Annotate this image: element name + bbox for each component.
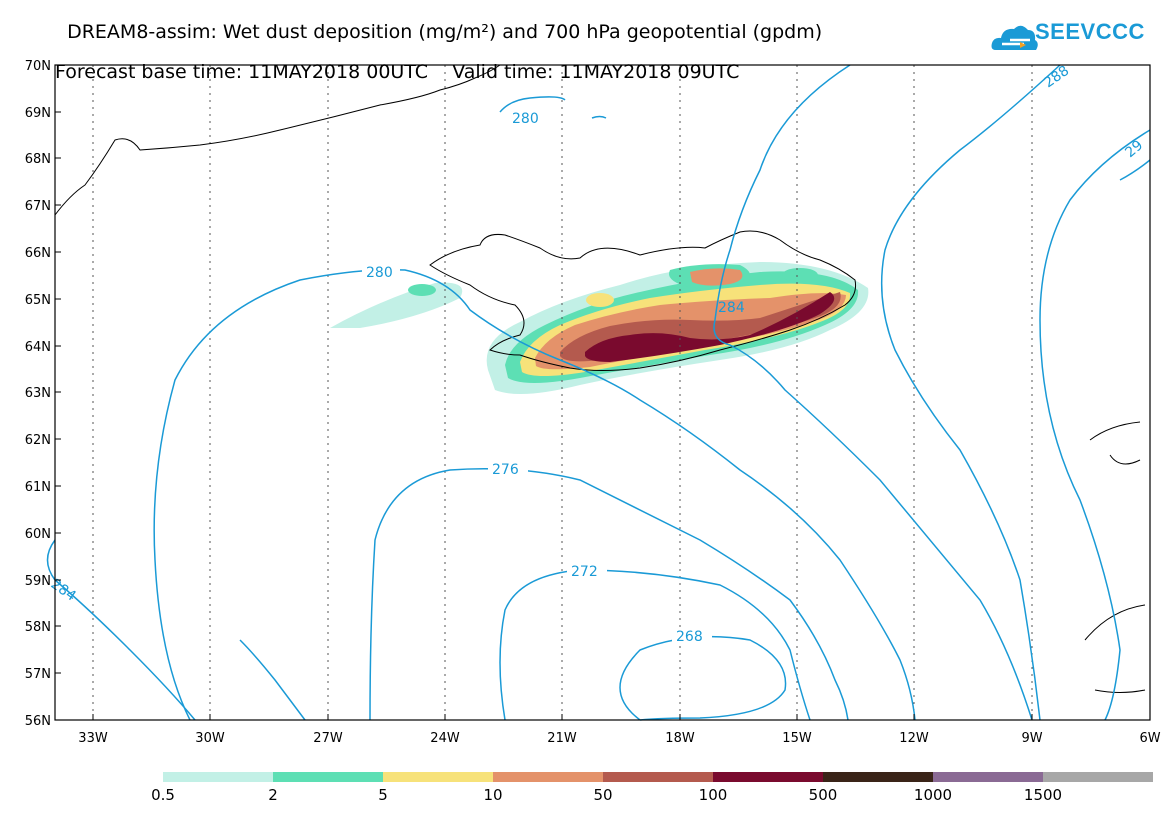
lat-label: 67N <box>25 199 51 214</box>
lon-label: 18W <box>665 731 695 746</box>
legend-swatch <box>383 772 493 782</box>
map-frame <box>54 64 1151 721</box>
coastlines <box>54 64 1146 693</box>
lat-label: 61N <box>25 480 51 495</box>
lat-label: 62N <box>25 433 51 448</box>
legend-label: 100 <box>698 786 728 804</box>
legend-swatch <box>493 772 603 782</box>
legend-swatch <box>823 772 933 782</box>
dust-shading <box>330 262 869 394</box>
contour-label: 284 <box>718 300 745 316</box>
lon-label: 12W <box>899 731 929 746</box>
lon-label: 6W <box>1139 731 1160 746</box>
legend-label: 1000 <box>913 786 953 804</box>
lon-label: 33W <box>78 731 108 746</box>
legend-label: 2 <box>268 786 278 804</box>
contour-label: 280 <box>512 111 539 127</box>
lat-label: 57N <box>25 667 51 682</box>
contour-label: 276 <box>492 462 519 478</box>
contour-label: 288 <box>1041 63 1072 91</box>
axis-ticks <box>55 64 1033 720</box>
longitude-labels: 33W 30W 27W 24W 21W 18W 15W 12W 9W 6W <box>78 731 1160 746</box>
contour-label: 284 <box>48 576 79 604</box>
lon-label: 30W <box>195 731 225 746</box>
lat-label: 59N <box>25 574 51 589</box>
lon-label: 9W <box>1021 731 1042 746</box>
legend-labels: 0.5 2 5 10 50 100 500 1000 1500 <box>0 786 1175 806</box>
lat-label: 68N <box>25 152 51 167</box>
legend-label: 1500 <box>1023 786 1063 804</box>
lat-label: 69N <box>25 106 51 121</box>
lat-label: 58N <box>25 620 51 635</box>
legend-swatch <box>273 772 383 782</box>
legend-swatch <box>163 772 273 782</box>
lon-label: 27W <box>313 731 343 746</box>
lat-label: 60N <box>25 527 51 542</box>
geopotential-contours <box>46 64 1151 721</box>
legend-label: 50 <box>593 786 613 804</box>
logo-text: SEEVCCC <box>1035 19 1145 44</box>
title-line-1: DREAM8-assim: Wet dust deposition (mg/m²… <box>67 21 823 43</box>
contour-label: 29 <box>1122 137 1146 161</box>
lat-label: 70N <box>25 59 51 74</box>
map-title: DREAM8-assim: Wet dust deposition (mg/m²… <box>55 2 822 102</box>
lat-label: 64N <box>25 340 51 355</box>
contour-label: 268 <box>676 629 703 645</box>
legend-swatch <box>713 772 823 782</box>
contour-label: 280 <box>366 265 393 281</box>
lon-label: 24W <box>430 731 460 746</box>
legend-swatch <box>603 772 713 782</box>
lat-label: 56N <box>25 714 51 729</box>
lat-label: 63N <box>25 386 51 401</box>
legend-swatch <box>1043 772 1153 782</box>
cloud-icon <box>991 25 1038 50</box>
legend-label: 0.5 <box>151 786 175 804</box>
lat-label: 66N <box>25 246 51 261</box>
legend-label: 500 <box>808 786 838 804</box>
latitude-labels: 70N 69N 68N 67N 66N 65N 64N 63N 62N 61N … <box>25 59 51 729</box>
legend-swatch <box>933 772 1043 782</box>
lon-label: 21W <box>547 731 577 746</box>
legend-label: 10 <box>483 786 503 804</box>
legend-label: 5 <box>378 786 388 804</box>
lat-lon-grid <box>92 65 1033 720</box>
lon-label: 15W <box>782 731 812 746</box>
contour-label: 272 <box>571 564 598 580</box>
color-legend <box>163 772 1153 782</box>
title-line-2: Forecast base time: 11MAY2018 00UTC Vali… <box>55 61 740 83</box>
lat-label: 65N <box>25 293 51 308</box>
